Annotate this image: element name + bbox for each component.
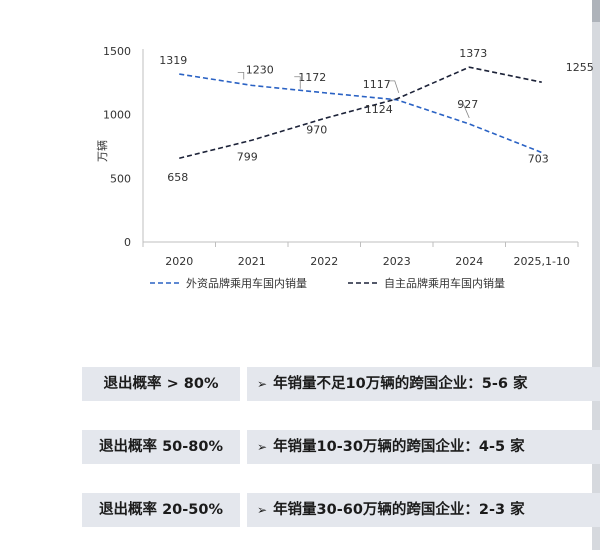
y-tick-label: 500 — [110, 172, 131, 185]
x-tick-label: 2022 — [310, 255, 338, 268]
sales-line-chart: 0 500 1000 1500 2020 2021 2022 2023 2024 2025,1-1… — [95, 45, 594, 290]
y-axis-title: 万辆 — [95, 140, 109, 162]
x-tick-label: 2024 — [455, 255, 483, 268]
scrollbar[interactable] — [592, 0, 600, 550]
data-label-domestic: 970 — [306, 123, 327, 136]
data-label-foreign: 1117 — [363, 78, 391, 91]
exit-row-1: 退出概率 > 80% ➢ 年销量不足10万辆的跨国企业：5-6 家 — [0, 367, 600, 401]
arrow-bullet-icon: ➢ — [257, 440, 268, 454]
data-label-foreign: 1230 — [246, 63, 274, 76]
label-leader-line — [294, 76, 301, 89]
legend-label-2: 自主品牌乘用车国内销量 — [384, 276, 505, 290]
exit-description-text: 年销量30-60万辆的跨国企业：2-3 家 — [273, 502, 525, 518]
exit-probability-label: 退出概率 20-50% — [82, 493, 240, 527]
exit-description: ➢ 年销量30-60万辆的跨国企业：2-3 家 — [247, 493, 600, 527]
series-line-1 — [179, 73, 543, 154]
data-label-domestic: 658 — [167, 171, 188, 184]
data-label-domestic: 1373 — [459, 47, 487, 60]
data-label-domestic: 799 — [237, 150, 258, 163]
data-label-domestic: 1255 — [566, 61, 594, 74]
exit-description: ➢ 年销量不足10万辆的跨国企业：5-6 家 — [247, 367, 600, 401]
legend-label-1: 外资品牌乘用车国内销量 — [186, 276, 307, 290]
exit-row-2: 退出概率 50-80% ➢ 年销量10-30万辆的跨国企业：4-5 家 — [0, 430, 600, 464]
exit-description: ➢ 年销量10-30万辆的跨国企业：4-5 家 — [247, 430, 600, 464]
exit-row-3: 退出概率 20-50% ➢ 年销量30-60万辆的跨国企业：2-3 家 — [0, 493, 600, 527]
label-leader-line — [388, 80, 400, 94]
series-line-2 — [179, 66, 542, 159]
exit-description-text: 年销量不足10万辆的跨国企业：5-6 家 — [273, 376, 528, 392]
data-label-foreign: 1172 — [298, 71, 326, 84]
x-tick-label: 2023 — [383, 255, 411, 268]
x-tick-label: 2020 — [165, 255, 193, 268]
y-tick-label: 0 — [124, 236, 131, 249]
exit-probability-label: 退出概率 50-80% — [82, 430, 240, 464]
data-label-domestic: 1124 — [365, 103, 393, 116]
arrow-bullet-icon: ➢ — [257, 377, 268, 391]
exit-description-text: 年销量10-30万辆的跨国企业：4-5 家 — [273, 439, 525, 455]
data-label-foreign: 927 — [457, 98, 478, 111]
data-label-foreign: 703 — [528, 152, 549, 165]
label-leader-line — [459, 103, 470, 119]
y-tick-label: 1000 — [103, 109, 131, 122]
y-tick-label: 1500 — [103, 45, 131, 58]
arrow-bullet-icon: ➢ — [257, 503, 268, 517]
data-label-foreign: 1319 — [159, 54, 187, 67]
x-tick-label: 2025,1-10 — [514, 255, 570, 268]
exit-probability-label: 退出概率 > 80% — [82, 367, 240, 401]
x-tick-label: 2021 — [238, 255, 266, 268]
label-leader-line — [237, 71, 245, 80]
